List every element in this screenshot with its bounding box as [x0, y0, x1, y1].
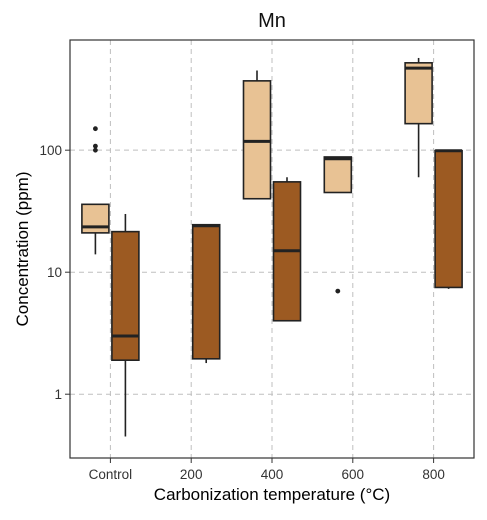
box-group: [81, 126, 110, 255]
y-axis-title: Concentration (ppm): [13, 172, 32, 327]
box-layer: [81, 57, 463, 437]
box-iqr: [111, 230, 140, 361]
box-iqr: [81, 203, 110, 234]
box-iqr: [404, 62, 433, 125]
x-tick-label: Control: [89, 467, 133, 482]
box-group: [272, 177, 302, 322]
box-iqr: [434, 149, 463, 289]
box-group: [242, 70, 272, 200]
outlier-point: [93, 147, 98, 153]
box-group: [111, 213, 140, 437]
box-group: [434, 149, 463, 289]
x-tick-label: 400: [261, 467, 284, 482]
y-tick-label: 10: [47, 265, 62, 280]
box-group: [191, 223, 221, 364]
y-tick-label: 100: [39, 143, 62, 158]
outlier-point: [335, 288, 341, 294]
y-tick-label: 1: [54, 387, 62, 402]
box-group: [404, 57, 433, 178]
outlier-point: [93, 126, 98, 132]
box-iqr: [242, 80, 272, 200]
x-tick-label: 200: [180, 467, 203, 482]
x-tick-label: 600: [342, 467, 365, 482]
chart-title: Mn: [258, 10, 286, 32]
box-iqr: [191, 223, 221, 360]
x-tick-label: 800: [422, 467, 445, 482]
box-group: [323, 156, 353, 294]
tick-layer: 1 10 100 Control 200 400 600 800: [39, 143, 444, 482]
x-axis-title: Carbonization temperature (°C): [154, 485, 390, 504]
outlier-point: [93, 143, 98, 149]
box-iqr: [323, 156, 353, 194]
